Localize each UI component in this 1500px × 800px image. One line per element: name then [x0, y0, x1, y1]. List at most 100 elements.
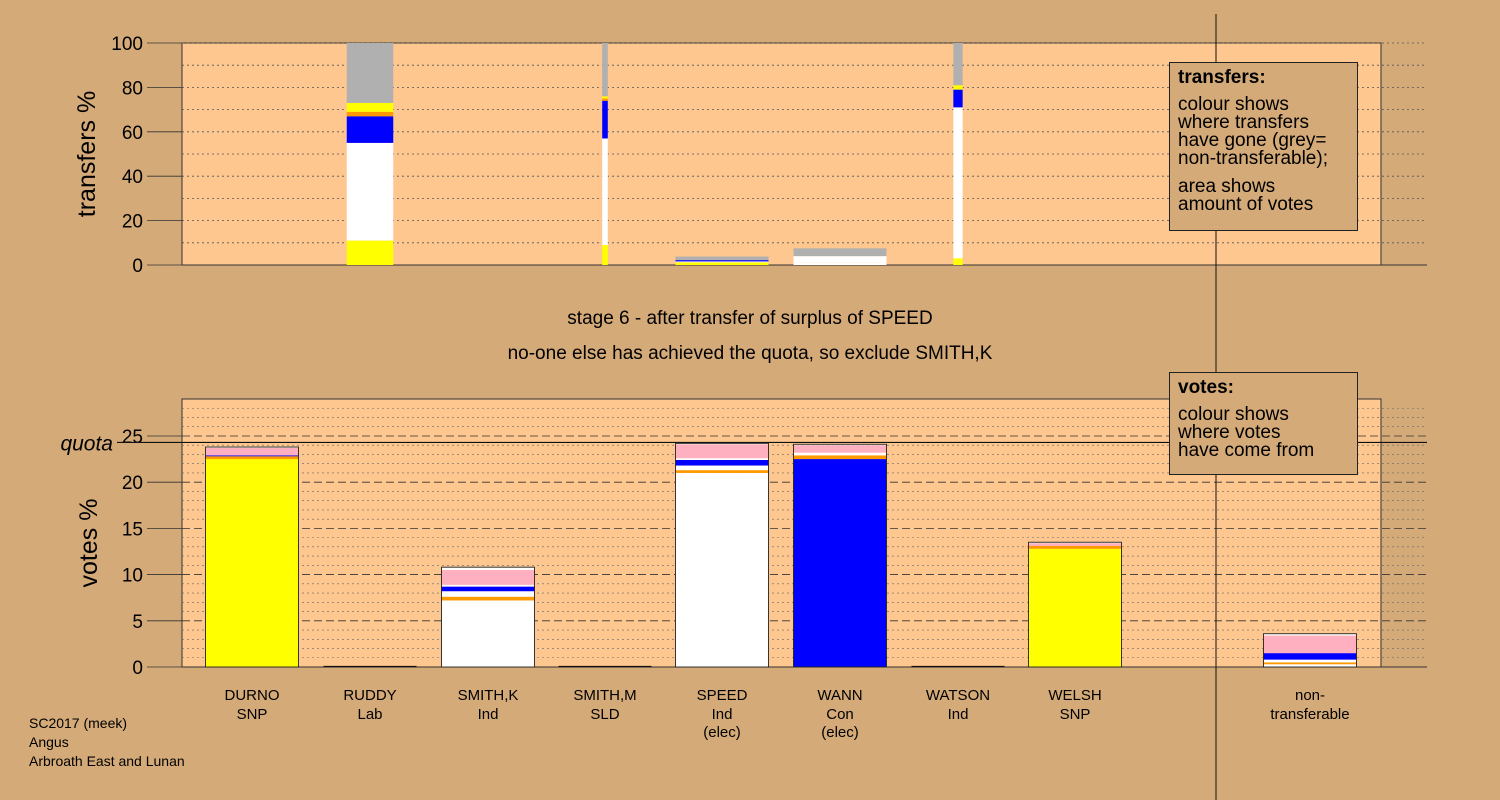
- vote-segment: [793, 459, 887, 667]
- candidate-status-label: (elec): [821, 724, 859, 741]
- vote-segment: [793, 444, 887, 446]
- vote-bar-outline: [675, 442, 769, 668]
- candidate-name-label: SMITH,M: [573, 687, 636, 704]
- transfers-ytick-label: 0: [132, 256, 143, 277]
- votes-legend: votes: colour shows where votes have com…: [1169, 372, 1358, 475]
- vote-segment: [675, 458, 769, 460]
- vote-segment: [441, 567, 535, 570]
- quota-label: quota: [60, 432, 113, 455]
- votes-ytick-label: 15: [122, 519, 143, 540]
- votes-legend-title: votes:: [1178, 377, 1234, 398]
- footer-ward: Arbroath East and Lunan: [29, 753, 185, 769]
- vote-segment: [1028, 545, 1122, 549]
- transfers-ytick-label: 80: [122, 78, 143, 99]
- candidate-name-label: DURNO: [225, 687, 280, 704]
- transfer-segment: [793, 256, 887, 263]
- transfer-segment: [793, 248, 887, 257]
- vote-segment: [205, 447, 299, 456]
- vote-segment: [205, 455, 299, 457]
- transfer-segment: [346, 240, 394, 265]
- vote-segment: [1028, 542, 1122, 544]
- vote-segment: [205, 456, 299, 460]
- vote-bar-outline: [793, 443, 887, 668]
- transfer-segment: [953, 89, 963, 108]
- transfer-segment: [602, 100, 608, 139]
- vote-segment: [205, 447, 299, 448]
- vote-segment: [441, 596, 535, 601]
- footer-council: Angus: [29, 734, 69, 750]
- vote-bar-outline: [1263, 633, 1357, 668]
- transfers-legend: transfers: colour shows where transfers …: [1169, 62, 1358, 231]
- transfer-segment: [675, 256, 769, 261]
- footer-source: SC2017 (meek): [29, 715, 128, 731]
- transfers-ytick-label: 20: [122, 212, 143, 233]
- stage-subheading: no-one else has achieved the quota, so e…: [507, 343, 993, 364]
- votes-ytick-label: 20: [122, 473, 143, 494]
- transfers-ytick-label: 100: [111, 34, 143, 55]
- transfers-legend-line: where transfers: [1178, 112, 1309, 133]
- transfer-segment: [602, 245, 608, 265]
- transfer-segment: [602, 138, 608, 246]
- vote-segment: [675, 444, 769, 459]
- stage-heading: stage 6 - after transfer of surplus of S…: [567, 308, 933, 329]
- candidate-party-label: Ind: [948, 706, 969, 723]
- candidate-party-label: SNP: [1060, 706, 1091, 723]
- transfers-legend-line: amount of votes: [1178, 194, 1314, 215]
- transfers-legend-line: colour shows: [1178, 94, 1289, 115]
- candidate-party-label: Ind: [712, 706, 733, 723]
- transfer-segment: [346, 43, 394, 103]
- votes-legend-line: colour shows: [1178, 404, 1289, 425]
- vote-segment: [1263, 659, 1357, 663]
- vote-segment: [793, 452, 887, 456]
- candidate-party-label: Ind: [478, 706, 499, 723]
- transfer-segment: [602, 98, 608, 101]
- vote-segment: [675, 459, 769, 466]
- transfers-legend-line: have gone (grey=: [1178, 130, 1327, 151]
- vote-segment: [675, 465, 769, 471]
- votes-ytick-label: 10: [122, 566, 143, 587]
- transfer-segment: [793, 262, 887, 265]
- nontransferable-label: transferable: [1270, 706, 1349, 723]
- votes-legend-line: where votes: [1178, 422, 1281, 443]
- vote-segment: [441, 584, 535, 587]
- transfers-legend-title: transfers:: [1178, 67, 1266, 88]
- candidate-name-label: WATSON: [926, 687, 990, 704]
- votes-ytick-label: 25: [122, 427, 143, 448]
- vote-segment: [1263, 662, 1357, 665]
- votes-legend-line: have come from: [1178, 440, 1315, 461]
- vote-segment: [1263, 633, 1357, 636]
- vote-segment: [441, 591, 535, 597]
- transfer-segment: [602, 96, 608, 99]
- transfer-segment: [953, 258, 963, 265]
- candidate-name-label: WANN: [817, 687, 862, 704]
- transfer-segment: [675, 260, 769, 262]
- transfer-segment: [675, 262, 769, 265]
- vote-segment: [793, 455, 887, 460]
- vote-segment: [441, 600, 535, 667]
- vote-segment: [441, 569, 535, 585]
- transfer-segment: [346, 102, 394, 112]
- transfers-ytick-label: 40: [122, 167, 143, 188]
- transfers-ytick-label: 60: [122, 123, 143, 144]
- vote-segment: [675, 443, 769, 445]
- transfer-segment: [953, 107, 963, 259]
- vote-bar-outline: [205, 446, 299, 668]
- transfers-axis-label: transfers %: [73, 91, 101, 217]
- votes-axis-label: votes %: [75, 499, 103, 588]
- transfers-legend-line: area shows: [1178, 176, 1276, 197]
- candidate-name-label: WELSH: [1048, 687, 1101, 704]
- transfer-segment: [346, 142, 394, 241]
- votes-ytick-label: 0: [132, 658, 143, 679]
- candidate-status-label: (elec): [703, 724, 741, 741]
- votes-ytick-label: 5: [132, 612, 143, 633]
- vote-bar-outline: [1028, 541, 1122, 668]
- transfers-legend-line: non-transferable);: [1178, 148, 1328, 169]
- transfer-segment: [953, 43, 963, 86]
- candidate-name-label: RUDDY: [343, 687, 396, 704]
- footer-info: SC2017 (meek) Angus Arbroath East and Lu…: [29, 714, 185, 771]
- vote-segment: [675, 472, 769, 667]
- vote-segment: [441, 586, 535, 592]
- vote-segment: [793, 445, 887, 453]
- transfer-segment: [346, 111, 394, 117]
